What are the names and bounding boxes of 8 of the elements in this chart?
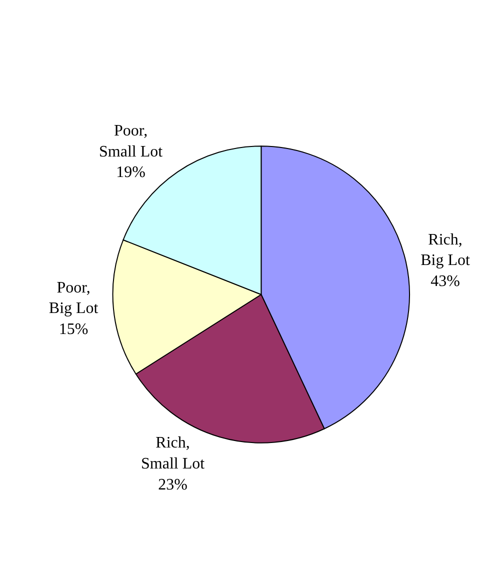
slice-label: Rich, Small Lot <box>141 434 206 473</box>
data-label: 19% <box>116 164 146 182</box>
data-label: 15% <box>58 321 88 338</box>
data-label: 43% <box>430 273 460 290</box>
slice-label: Poor, Small Lot <box>99 122 164 160</box>
slice-label: Poor, Big Lot <box>48 279 99 318</box>
slice-label: Rich, Big Lot <box>420 231 470 270</box>
data-label: 23% <box>158 476 188 494</box>
